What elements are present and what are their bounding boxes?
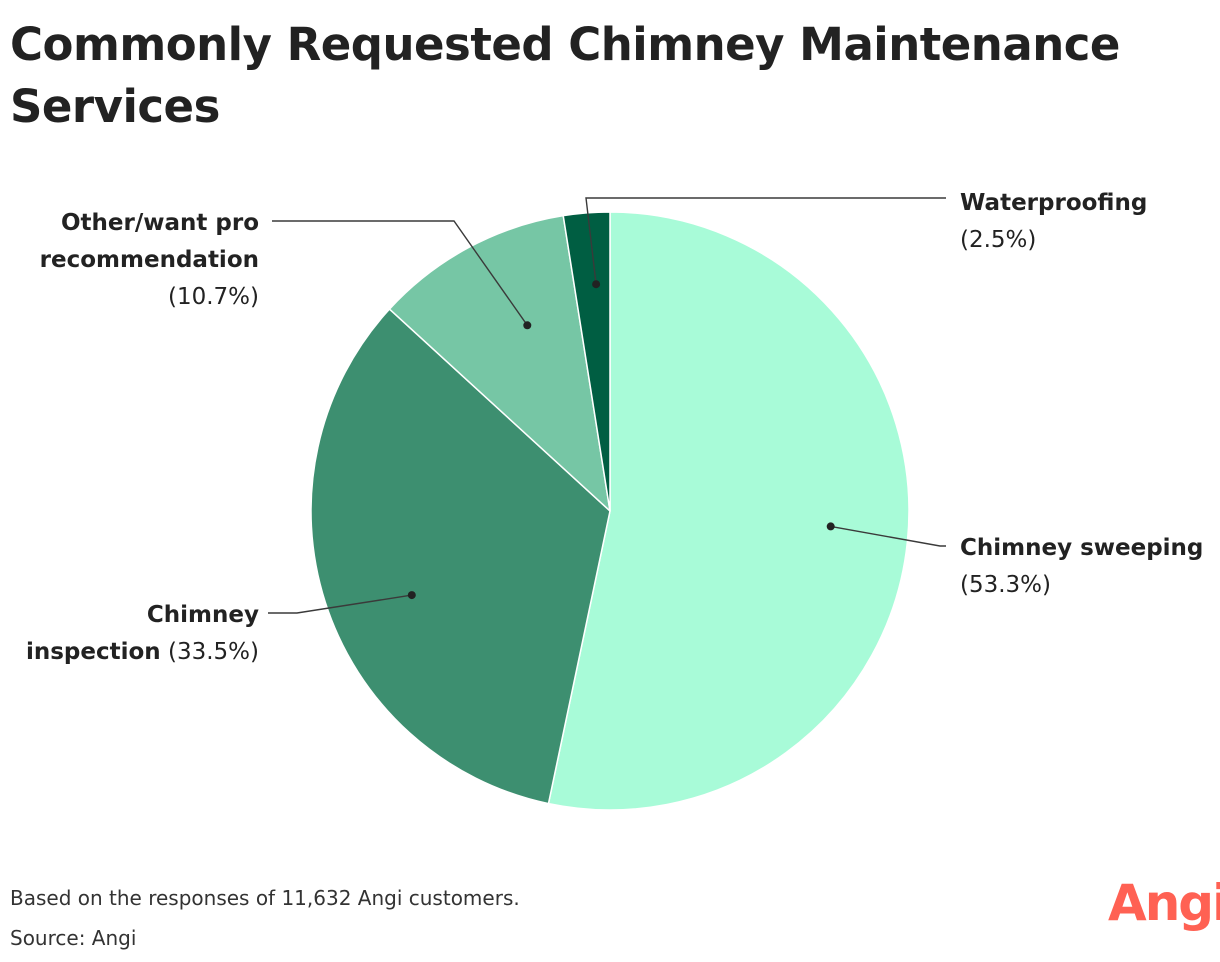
slice-label-line: (53.3%) xyxy=(960,572,1051,598)
leader-line-chimney-inspection xyxy=(268,594,412,614)
slice-label-name: inspection xyxy=(26,639,161,665)
sample-note: Based on the responses of 11,632 Angi cu… xyxy=(10,886,520,910)
slice-label-percent: (53.3%) xyxy=(960,572,1051,598)
slice-label-name: recommendation xyxy=(40,247,259,273)
slice-label-other-want-pro-recommendation: Other/want pro recommendation (10.7%) xyxy=(40,210,259,310)
leader-dot-chimney-inspection xyxy=(407,591,416,600)
slice-label-line: (10.7%) xyxy=(168,284,259,310)
leader-line-chimney-sweeping xyxy=(830,525,946,547)
pie-slices xyxy=(310,211,910,811)
leader-lines xyxy=(268,197,946,614)
slice-label-percent: (10.7%) xyxy=(168,284,259,310)
slice-label-percent: (2.5%) xyxy=(960,227,1036,253)
slice-label-name: Waterproofing xyxy=(960,190,1147,216)
slice-label-line: Waterproofing xyxy=(960,190,1147,216)
leader-dot-waterproofing xyxy=(592,280,601,289)
slice-label-waterproofing: Waterproofing (2.5%) xyxy=(960,190,1147,253)
leader-dot-chimney-sweeping xyxy=(826,522,835,531)
slice-label-name: Chimney xyxy=(147,602,259,628)
pie-slice-other-want-pro-recommendation xyxy=(388,214,611,512)
slice-label-line: (2.5%) xyxy=(960,227,1036,253)
pie-slice-chimney-inspection xyxy=(310,308,611,805)
slice-label-percent: (33.5%) xyxy=(161,639,259,665)
slice-label-line: Other/want pro xyxy=(61,210,259,236)
slice-label-name: Other/want pro xyxy=(61,210,259,236)
leader-line-other-want-pro-recommendation xyxy=(272,220,528,326)
slice-label-line: recommendation xyxy=(40,247,259,273)
chart-title: Commonly Requested Chimney Maintenance S… xyxy=(10,18,1120,133)
leader-line-waterproofing xyxy=(585,197,946,285)
slice-label-line: inspection (33.5%) xyxy=(26,639,259,665)
source-note: Source: Angi xyxy=(10,926,137,950)
pie-slice-chimney-sweeping xyxy=(547,211,910,811)
slice-label-chimney-inspection: Chimney inspection (33.5%) xyxy=(26,602,259,665)
leader-dot-other-want-pro-recommendation xyxy=(523,321,532,330)
slice-label-line: Chimney xyxy=(147,602,259,628)
slice-label-line: Chimney sweeping xyxy=(960,535,1203,561)
angi-logo: Angi xyxy=(1108,874,1220,932)
slice-label-name: Chimney sweeping xyxy=(960,535,1203,561)
slice-label-chimney-sweeping: Chimney sweeping (53.3%) xyxy=(960,535,1203,598)
slice-labels: Chimney sweeping (53.3%) Chimney inspection… xyxy=(26,190,1203,665)
